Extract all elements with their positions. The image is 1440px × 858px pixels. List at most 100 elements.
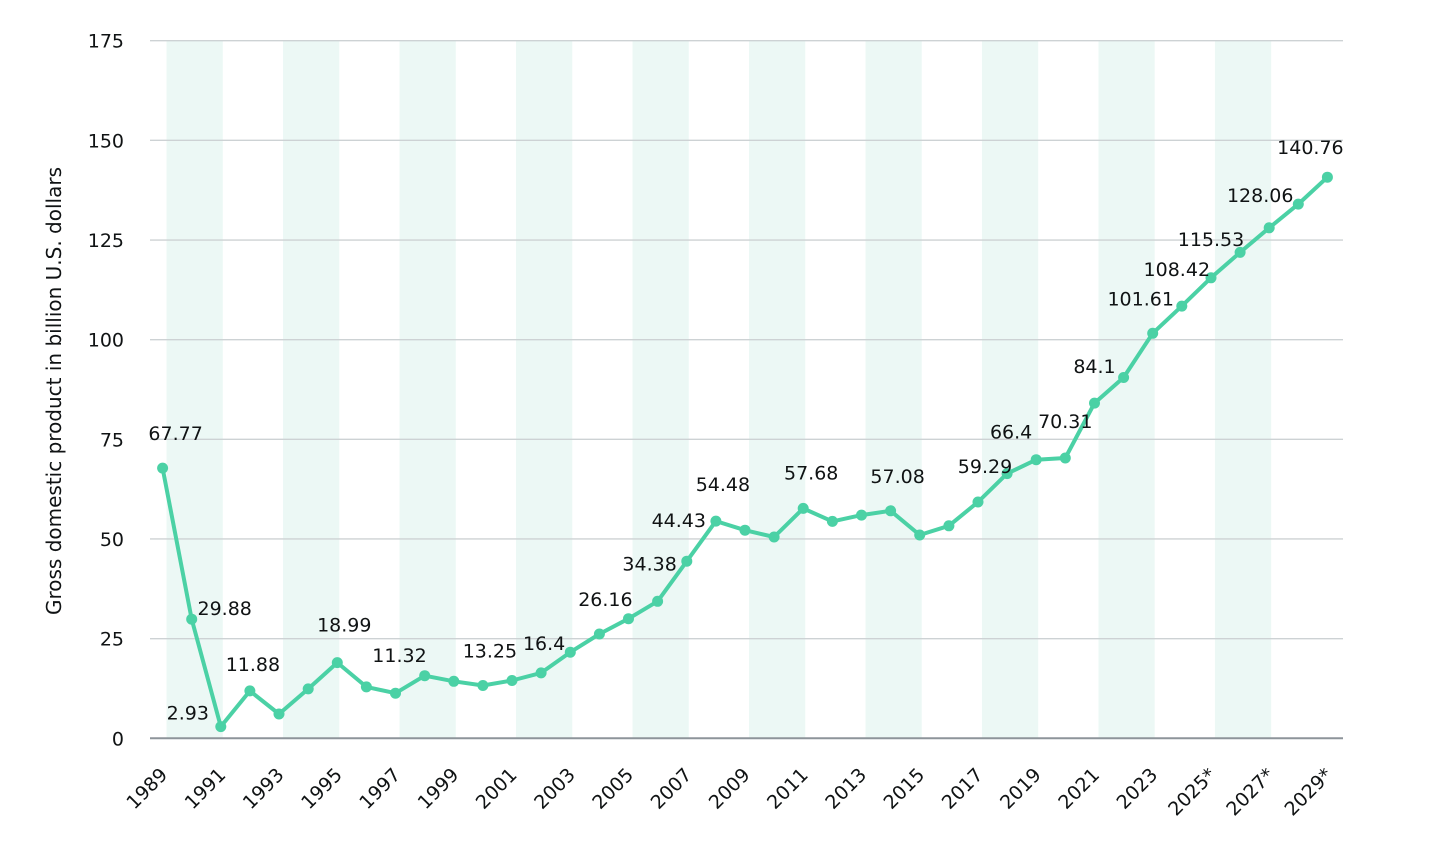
- data-point[interactable]: [1292, 198, 1304, 210]
- data-point[interactable]: [710, 515, 722, 527]
- data-point[interactable]: [856, 509, 867, 521]
- x-tick-label: 1991: [181, 764, 231, 814]
- background-band: [1214, 40, 1272, 739]
- data-label: 29.88: [197, 598, 251, 620]
- x-tick-label: 2011: [763, 764, 813, 814]
- x-tick-label: 1989: [122, 764, 172, 814]
- x-tick-label: 2021: [1054, 764, 1104, 814]
- y-axis-title: Gross domestic product in billion U.S. d…: [42, 166, 66, 616]
- data-point[interactable]: [273, 708, 285, 720]
- background-band: [516, 40, 573, 739]
- data-label: 140.76: [1277, 137, 1343, 159]
- x-tick-label: 2019: [996, 764, 1046, 814]
- data-point[interactable]: [390, 687, 401, 699]
- data-point[interactable]: [943, 520, 955, 532]
- data-point[interactable]: [826, 515, 838, 527]
- data-point[interactable]: [1147, 327, 1159, 339]
- data-point[interactable]: [1030, 454, 1042, 466]
- data-label: 34.38: [622, 553, 676, 575]
- data-label: 11.32: [372, 645, 426, 667]
- x-tick-label: 2007: [647, 764, 697, 814]
- data-point[interactable]: [1321, 171, 1333, 183]
- data-label: 67.77: [148, 423, 202, 445]
- data-point[interactable]: [1263, 222, 1275, 234]
- data-point[interactable]: [186, 613, 198, 625]
- data-label: 57.08: [870, 466, 924, 488]
- data-label: 54.48: [696, 474, 750, 496]
- data-label: 57.68: [784, 462, 838, 484]
- data-point[interactable]: [506, 675, 518, 686]
- data-point[interactable]: [768, 531, 780, 543]
- x-tick-label: 2029*: [1280, 764, 1336, 820]
- data-point[interactable]: [1001, 468, 1013, 480]
- data-label: 16.4: [523, 633, 565, 655]
- data-point[interactable]: [215, 721, 227, 733]
- data-label: 108.42: [1144, 259, 1210, 281]
- data-label: 44.43: [652, 510, 706, 532]
- data-point[interactable]: [623, 613, 634, 625]
- data-point[interactable]: [448, 675, 460, 687]
- data-label: 70.31: [1038, 411, 1092, 433]
- data-label: 18.99: [317, 615, 371, 637]
- x-tick-label: 2027*: [1222, 764, 1278, 820]
- data-label: 101.61: [1107, 288, 1173, 310]
- data-label: 66.4: [990, 422, 1032, 444]
- background-band: [283, 40, 340, 739]
- x-tick-label: 1999: [414, 764, 464, 814]
- data-point[interactable]: [681, 555, 693, 567]
- x-tick-label: 2025*: [1164, 764, 1220, 820]
- data-point[interactable]: [972, 496, 984, 508]
- background-band: [632, 40, 689, 739]
- y-tick-label: 25: [100, 629, 124, 651]
- x-tick-label: 2023: [1112, 764, 1162, 814]
- background-band: [749, 40, 806, 739]
- data-point[interactable]: [419, 670, 431, 682]
- background-band: [1098, 40, 1155, 739]
- data-point[interactable]: [244, 685, 256, 697]
- background-band: [399, 40, 456, 739]
- y-tick-label: 50: [100, 529, 124, 551]
- data-point[interactable]: [535, 667, 547, 679]
- data-point[interactable]: [652, 595, 664, 607]
- x-tick-label: 2013: [821, 764, 871, 814]
- data-point[interactable]: [1089, 397, 1100, 409]
- y-tick-label: 75: [100, 429, 124, 451]
- x-tick-label: 1997: [355, 764, 405, 814]
- data-label: 84.1: [1073, 356, 1115, 378]
- data-point[interactable]: [360, 681, 372, 693]
- y-tick-label: 175: [88, 31, 124, 53]
- y-tick-label: 100: [88, 330, 124, 352]
- x-tick-label: 2015: [879, 764, 929, 814]
- background-band: [981, 40, 1039, 739]
- data-point[interactable]: [1059, 452, 1071, 464]
- data-label: 59.29: [958, 456, 1012, 478]
- data-label: 115.53: [1178, 229, 1244, 251]
- data-point[interactable]: [797, 502, 809, 514]
- data-point[interactable]: [302, 683, 314, 695]
- y-tick-label: 150: [88, 130, 124, 152]
- data-point[interactable]: [564, 646, 576, 658]
- x-tick-label: 2005: [588, 764, 638, 814]
- background-band: [865, 40, 922, 739]
- data-label: 26.16: [578, 589, 632, 611]
- data-point[interactable]: [1234, 246, 1246, 258]
- data-point[interactable]: [1205, 272, 1217, 284]
- x-tick-label: 2017: [938, 764, 988, 814]
- data-point[interactable]: [477, 680, 489, 691]
- data-point[interactable]: [1176, 300, 1188, 312]
- data-label: 2.93: [167, 703, 209, 725]
- data-label: 11.88: [226, 654, 280, 676]
- x-tick-label: 1995: [297, 764, 347, 814]
- data-point[interactable]: [885, 505, 897, 517]
- y-tick-label: 0: [112, 728, 124, 750]
- data-point[interactable]: [157, 462, 169, 474]
- data-label: 13.25: [463, 641, 517, 663]
- x-tick-label: 1993: [239, 764, 289, 814]
- data-point[interactable]: [914, 529, 926, 541]
- data-point[interactable]: [593, 628, 605, 640]
- data-point[interactable]: [739, 524, 751, 536]
- data-point[interactable]: [1118, 372, 1130, 383]
- data-point[interactable]: [331, 657, 343, 669]
